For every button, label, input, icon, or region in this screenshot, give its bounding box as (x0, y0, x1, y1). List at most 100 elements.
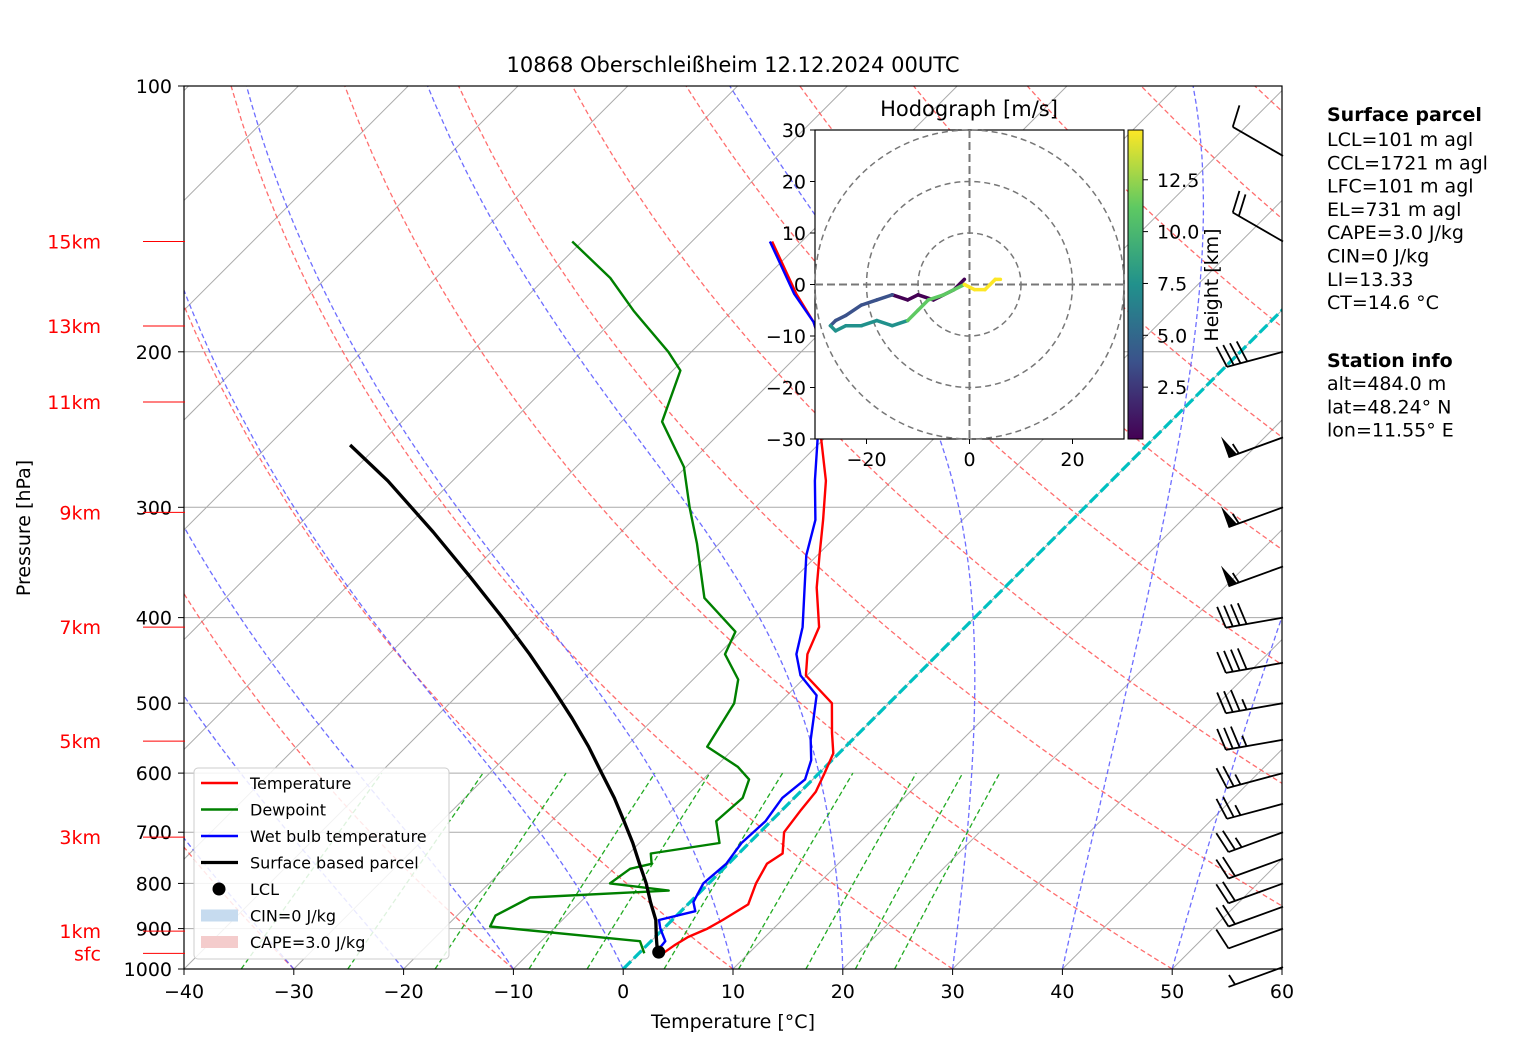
barb-feather (1222, 796, 1235, 818)
hodograph-segment (962, 282, 977, 292)
barb-staff (1228, 966, 1284, 988)
barb-feather (1216, 606, 1227, 629)
legend: Temperature Dewpoint Wet bulb temperature S… (193, 767, 450, 960)
wind-barbs (1215, 105, 1284, 988)
barb-feather (1230, 604, 1241, 626)
barb-feather (1235, 341, 1249, 362)
barb-staff (1232, 211, 1284, 243)
barb-half-feather (1234, 804, 1242, 816)
surface-parcel-line: LFC=101 m agl (1327, 176, 1474, 198)
y-tick-label: 800 (136, 873, 172, 895)
isotherm (184, 86, 848, 751)
x-axis-ticks: −40 −30 −20 −10 0 10 20 30 40 50 60 (164, 969, 1294, 1003)
mixing-ratio-line (663, 772, 784, 969)
moist-adiabat (245, 86, 734, 969)
parcel-line (348, 443, 660, 954)
barb-staff (1225, 661, 1284, 674)
isotherm (184, 86, 409, 311)
wind-barb (1220, 565, 1284, 588)
mixing-ratio-line (805, 772, 917, 969)
y-tick-label: 200 (136, 342, 172, 364)
wind-barb (1215, 927, 1284, 950)
x-tick-label: 60 (1270, 981, 1294, 1003)
wind-barb (1215, 881, 1284, 905)
hodograph-y-tick-label: 20 (782, 172, 806, 194)
x-tick-label: 30 (941, 981, 965, 1003)
hodograph-y-tick-label: −10 (766, 326, 806, 348)
hodograph-y-tick-label: 10 (782, 223, 806, 245)
legend-swatch (201, 936, 238, 948)
wind-barb (1215, 904, 1284, 928)
hodograph-segment (833, 323, 848, 333)
hodograph-segment (859, 298, 879, 307)
barb-staff (1225, 702, 1284, 715)
barb-feather (1222, 856, 1236, 877)
height-label: 5km (59, 731, 101, 753)
barb-feather (1222, 344, 1235, 366)
height-label: 7km (59, 617, 101, 639)
barb-feather (1216, 651, 1227, 674)
hodograph-segment (942, 287, 956, 297)
colorbar-tick-label: 2.5 (1157, 377, 1187, 399)
barb-feather (1215, 798, 1228, 820)
dewpoint-line (488, 240, 751, 954)
colorbar-tick-label: 7.5 (1157, 273, 1187, 295)
moist-adiabat (1061, 86, 1205, 969)
dry-adiabat (344, 86, 1173, 969)
dry-adiabat (458, 86, 1282, 907)
x-tick-label: −30 (274, 981, 314, 1003)
dry-adiabat (184, 303, 734, 969)
x-tick-label: 0 (617, 981, 629, 1003)
legend-label: CAPE=3.0 J/kg (250, 933, 365, 952)
barb-half-feather (1241, 698, 1248, 710)
height-label: 11km (47, 392, 101, 414)
wind-barb (1216, 602, 1284, 629)
mixing-ratio-line (854, 772, 964, 969)
colorbar-tick-label: 12.5 (1157, 170, 1199, 192)
wind-barb (1215, 341, 1284, 368)
wind-barb (1231, 105, 1284, 157)
barb-feather (1223, 690, 1234, 713)
wind-barb (1216, 648, 1284, 674)
barb-half-feather (1231, 513, 1240, 524)
y-tick-label: 1000 (124, 959, 172, 981)
isotherm (1062, 748, 1282, 969)
hodograph-segment (875, 293, 894, 302)
barb-staff (1228, 927, 1284, 950)
y-tick-label: 600 (136, 763, 172, 785)
barb-staff (1225, 616, 1284, 629)
colorbar-tick-label: 5.0 (1157, 325, 1187, 347)
barb-feather (1236, 602, 1248, 625)
mixing-ratio-line (528, 772, 656, 969)
surface-parcel-line: EL=731 m agl (1327, 199, 1461, 221)
barb-staff (1228, 831, 1284, 853)
y-axis-label: Pressure [hPa] (13, 460, 35, 596)
hodograph-x-tick-label: −20 (846, 449, 886, 471)
mixing-ratio-line (894, 772, 1001, 969)
hodograph-segment (916, 298, 931, 312)
wind-barb (1220, 436, 1284, 459)
barb-staff (1225, 738, 1284, 751)
barb-staff (1228, 506, 1284, 528)
barb-staff (1228, 565, 1284, 588)
y-tick-label: 300 (136, 497, 172, 519)
height-label: 3km (59, 827, 101, 849)
barb-feather (1223, 650, 1234, 672)
wet-bulb-line (654, 240, 827, 955)
barb-feather (1222, 830, 1236, 851)
height-label: 9km (59, 502, 101, 524)
y-tick-label: 700 (136, 822, 172, 844)
hodograph-frame (814, 129, 1125, 440)
surface-parcel-line: CIN=0 J/kg (1327, 246, 1429, 268)
barb-feather (1215, 859, 1230, 880)
isotherm (842, 529, 1282, 969)
hodograph-segment (890, 318, 910, 328)
dry-adiabat (571, 86, 1282, 785)
hodograph-segment (875, 318, 894, 328)
mixing-ratio-line (434, 772, 567, 969)
hodograph-colorbar (1127, 129, 1144, 440)
barb-half-feather (1228, 974, 1236, 986)
